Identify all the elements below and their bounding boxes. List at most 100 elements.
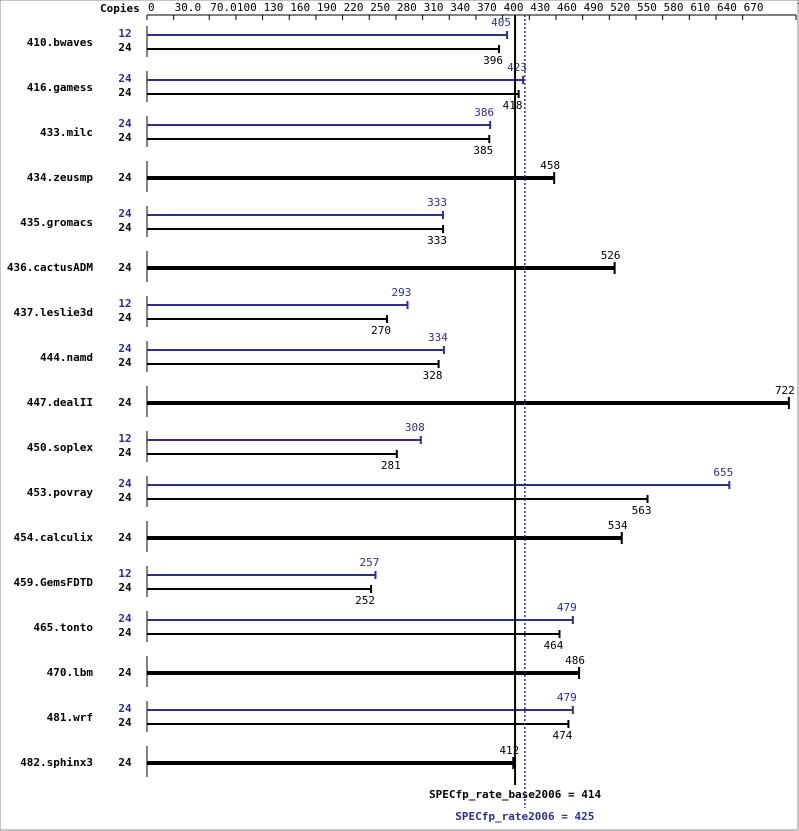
value-label: 333 bbox=[427, 196, 447, 209]
x-tick-label: 280 bbox=[397, 1, 417, 14]
x-tick-label: 460 bbox=[557, 1, 577, 14]
category-label: 433.milc bbox=[40, 126, 93, 139]
x-tick-label: 550 bbox=[637, 1, 657, 14]
x-tick-label: 400 bbox=[504, 1, 524, 14]
copies-label: 24 bbox=[118, 131, 132, 144]
x-tick-label: 0 bbox=[148, 1, 155, 14]
value-label: 526 bbox=[601, 249, 621, 262]
copies-label: 24 bbox=[118, 756, 132, 769]
copies-label: 24 bbox=[118, 41, 132, 54]
copies-label: 24 bbox=[118, 626, 132, 639]
x-tick-label: 490 bbox=[584, 1, 604, 14]
category-label: 435.gromacs bbox=[20, 216, 93, 229]
value-label: 405 bbox=[491, 16, 511, 29]
x-tick-label: 340 bbox=[450, 1, 470, 14]
copies-label: 24 bbox=[118, 342, 132, 355]
copies-label: 24 bbox=[118, 311, 132, 324]
category-label: 447.dealII bbox=[27, 396, 93, 409]
category-label: 482.sphinx3 bbox=[20, 756, 93, 769]
value-label: 293 bbox=[392, 286, 412, 299]
x-tick-label: 730 bbox=[797, 1, 799, 14]
copies-label: 24 bbox=[118, 477, 132, 490]
x-tick-label: 370 bbox=[477, 1, 497, 14]
x-tick-label: 580 bbox=[664, 1, 684, 14]
value-label: 479 bbox=[557, 601, 577, 614]
value-label: 257 bbox=[360, 556, 380, 569]
category-label: 470.lbm bbox=[47, 666, 94, 679]
copies-label: 24 bbox=[118, 702, 132, 715]
category-label: 459.GemsFDTD bbox=[14, 576, 94, 589]
copies-label: 24 bbox=[118, 86, 132, 99]
x-tick-label: 30.0 bbox=[175, 1, 202, 14]
value-label: 412 bbox=[499, 744, 519, 757]
value-label: 458 bbox=[540, 159, 560, 172]
copies-label: 24 bbox=[118, 117, 132, 130]
x-tick-label: 190 bbox=[317, 1, 337, 14]
value-label: 464 bbox=[544, 639, 564, 652]
copies-label: 24 bbox=[118, 207, 132, 220]
value-label: 396 bbox=[483, 54, 503, 67]
copies-label: 24 bbox=[118, 666, 132, 679]
x-tick-label: 430 bbox=[530, 1, 550, 14]
copies-label: 12 bbox=[118, 567, 131, 580]
copies-label: 24 bbox=[118, 491, 132, 504]
copies-label: 24 bbox=[118, 396, 132, 409]
category-label: 436.cactusADM bbox=[7, 261, 93, 274]
reference-label: SPECfp_rate_base2006 = 414 bbox=[429, 788, 602, 801]
x-tick-label: 130 bbox=[264, 1, 284, 14]
value-label: 474 bbox=[552, 729, 572, 742]
value-label: 386 bbox=[474, 106, 494, 119]
category-label: 434.zeusmp bbox=[27, 171, 94, 184]
x-tick-label: 310 bbox=[424, 1, 444, 14]
copies-label: 24 bbox=[118, 171, 132, 184]
value-label: 563 bbox=[632, 504, 652, 517]
value-label: 333 bbox=[427, 234, 447, 247]
value-label: 270 bbox=[371, 324, 391, 337]
copies-label: 24 bbox=[118, 72, 132, 85]
copies-label: 12 bbox=[118, 27, 131, 40]
value-label: 534 bbox=[608, 519, 628, 532]
x-tick-label: 520 bbox=[610, 1, 630, 14]
value-label: 479 bbox=[557, 691, 577, 704]
value-label: 328 bbox=[423, 369, 443, 382]
value-label: 281 bbox=[381, 459, 401, 472]
category-label: 481.wrf bbox=[47, 711, 93, 724]
x-tick-label: 220 bbox=[344, 1, 364, 14]
copies-label: 24 bbox=[118, 581, 132, 594]
axis-label: Copies bbox=[100, 2, 140, 15]
x-tick-label: 640 bbox=[717, 1, 737, 14]
x-tick-label: 100 bbox=[237, 1, 257, 14]
category-label: 444.namd bbox=[40, 351, 93, 364]
category-label: 465.tonto bbox=[33, 621, 93, 634]
copies-label: 24 bbox=[118, 612, 132, 625]
copies-label: 24 bbox=[118, 446, 132, 459]
copies-label: 24 bbox=[118, 356, 132, 369]
category-label: 410.bwaves bbox=[27, 36, 93, 49]
category-label: 453.povray bbox=[27, 486, 94, 499]
copies-label: 24 bbox=[118, 221, 132, 234]
x-tick-label: 70.0 bbox=[210, 1, 237, 14]
copies-label: 12 bbox=[118, 432, 131, 445]
value-label: 418 bbox=[503, 99, 523, 112]
copies-label: 24 bbox=[118, 531, 132, 544]
value-label: 722 bbox=[775, 384, 795, 397]
category-label: 450.soplex bbox=[27, 441, 94, 454]
x-tick-label: 250 bbox=[370, 1, 390, 14]
copies-label: 24 bbox=[118, 261, 132, 274]
x-tick-label: 670 bbox=[744, 1, 764, 14]
value-label: 486 bbox=[565, 654, 585, 667]
value-label: 423 bbox=[507, 61, 527, 74]
value-label: 308 bbox=[405, 421, 425, 434]
copies-label: 12 bbox=[118, 297, 131, 310]
x-tick-label: 160 bbox=[290, 1, 310, 14]
value-label: 252 bbox=[355, 594, 375, 607]
category-label: 454.calculix bbox=[14, 531, 94, 544]
reference-label: SPECfp_rate2006 = 425 bbox=[455, 810, 594, 823]
x-tick-label: 610 bbox=[690, 1, 710, 14]
category-label: 416.gamess bbox=[27, 81, 93, 94]
value-label: 655 bbox=[713, 466, 733, 479]
value-label: 385 bbox=[473, 144, 493, 157]
category-label: 437.leslie3d bbox=[14, 306, 93, 319]
